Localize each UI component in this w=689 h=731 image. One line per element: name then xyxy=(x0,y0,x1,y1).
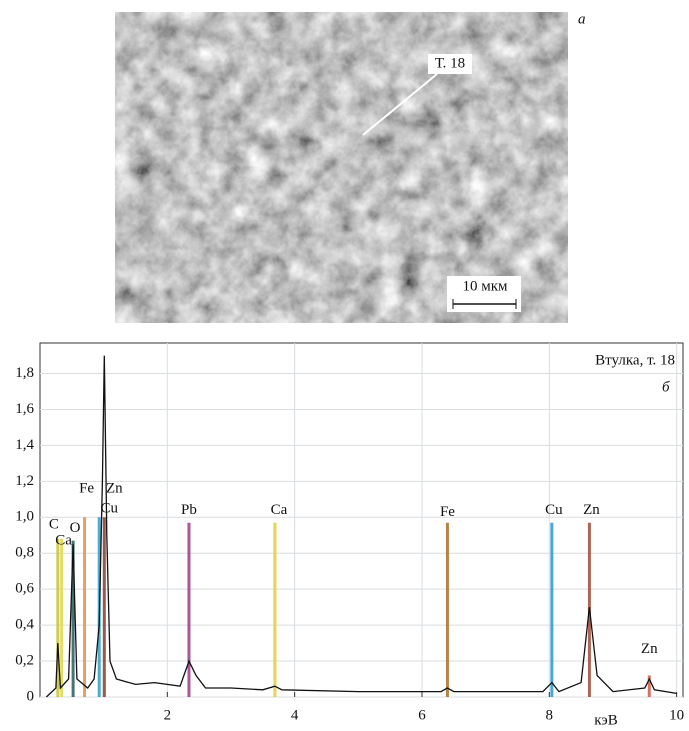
y-tick-label: 0 xyxy=(27,688,35,704)
y-tick-label: 0,4 xyxy=(15,617,34,633)
peak-label: Cu xyxy=(545,502,563,518)
y-tick-label: 0,6 xyxy=(15,581,34,597)
x-tick-label: 2 xyxy=(164,707,172,723)
peak-label: Ca xyxy=(55,532,72,548)
y-tick-label: 1,8 xyxy=(15,365,34,381)
x-tick-label: 6 xyxy=(418,707,426,723)
panel-label: б xyxy=(662,379,670,395)
x-tick-label: 10 xyxy=(669,707,684,723)
spectrum-line xyxy=(45,355,677,698)
annotation-line xyxy=(362,73,438,136)
sem-image: Т. 18 10 мкм xyxy=(115,12,568,323)
peak-label: Cu xyxy=(100,501,118,517)
x-tick-label: 4 xyxy=(291,707,299,723)
panel-label: а xyxy=(578,11,586,27)
sem-texture xyxy=(115,12,568,323)
scale-bar-label: 10 мкм xyxy=(462,278,508,294)
peak-label: Ca xyxy=(271,502,288,518)
peak-label: Pb xyxy=(181,502,197,518)
peak-label: Zn xyxy=(641,641,658,657)
y-tick-label: 1,4 xyxy=(15,437,34,453)
scale-box xyxy=(447,276,521,312)
plot-frame xyxy=(39,342,684,698)
y-tick-label: 0,2 xyxy=(15,652,34,668)
x-tick-label: 8 xyxy=(546,707,554,723)
peak-label: C xyxy=(49,516,59,532)
annotation: Т. 18 xyxy=(435,55,465,71)
y-tick-label: 1,0 xyxy=(15,509,34,525)
peak-label: Fe xyxy=(440,504,455,520)
chart-title: Втулка, т. 18 xyxy=(595,352,675,368)
y-tick-label: 1,2 xyxy=(15,473,34,489)
y-tick-label: 1,6 xyxy=(15,401,34,417)
y-tick-label: 0,8 xyxy=(15,545,34,561)
x-axis-label: кэВ xyxy=(594,712,618,728)
peak-label: Zn xyxy=(583,502,600,518)
peak-label: Fe xyxy=(79,481,94,497)
peak-label: Zn xyxy=(106,481,123,497)
peak-label: O xyxy=(70,520,81,536)
annotation-box xyxy=(428,54,472,74)
